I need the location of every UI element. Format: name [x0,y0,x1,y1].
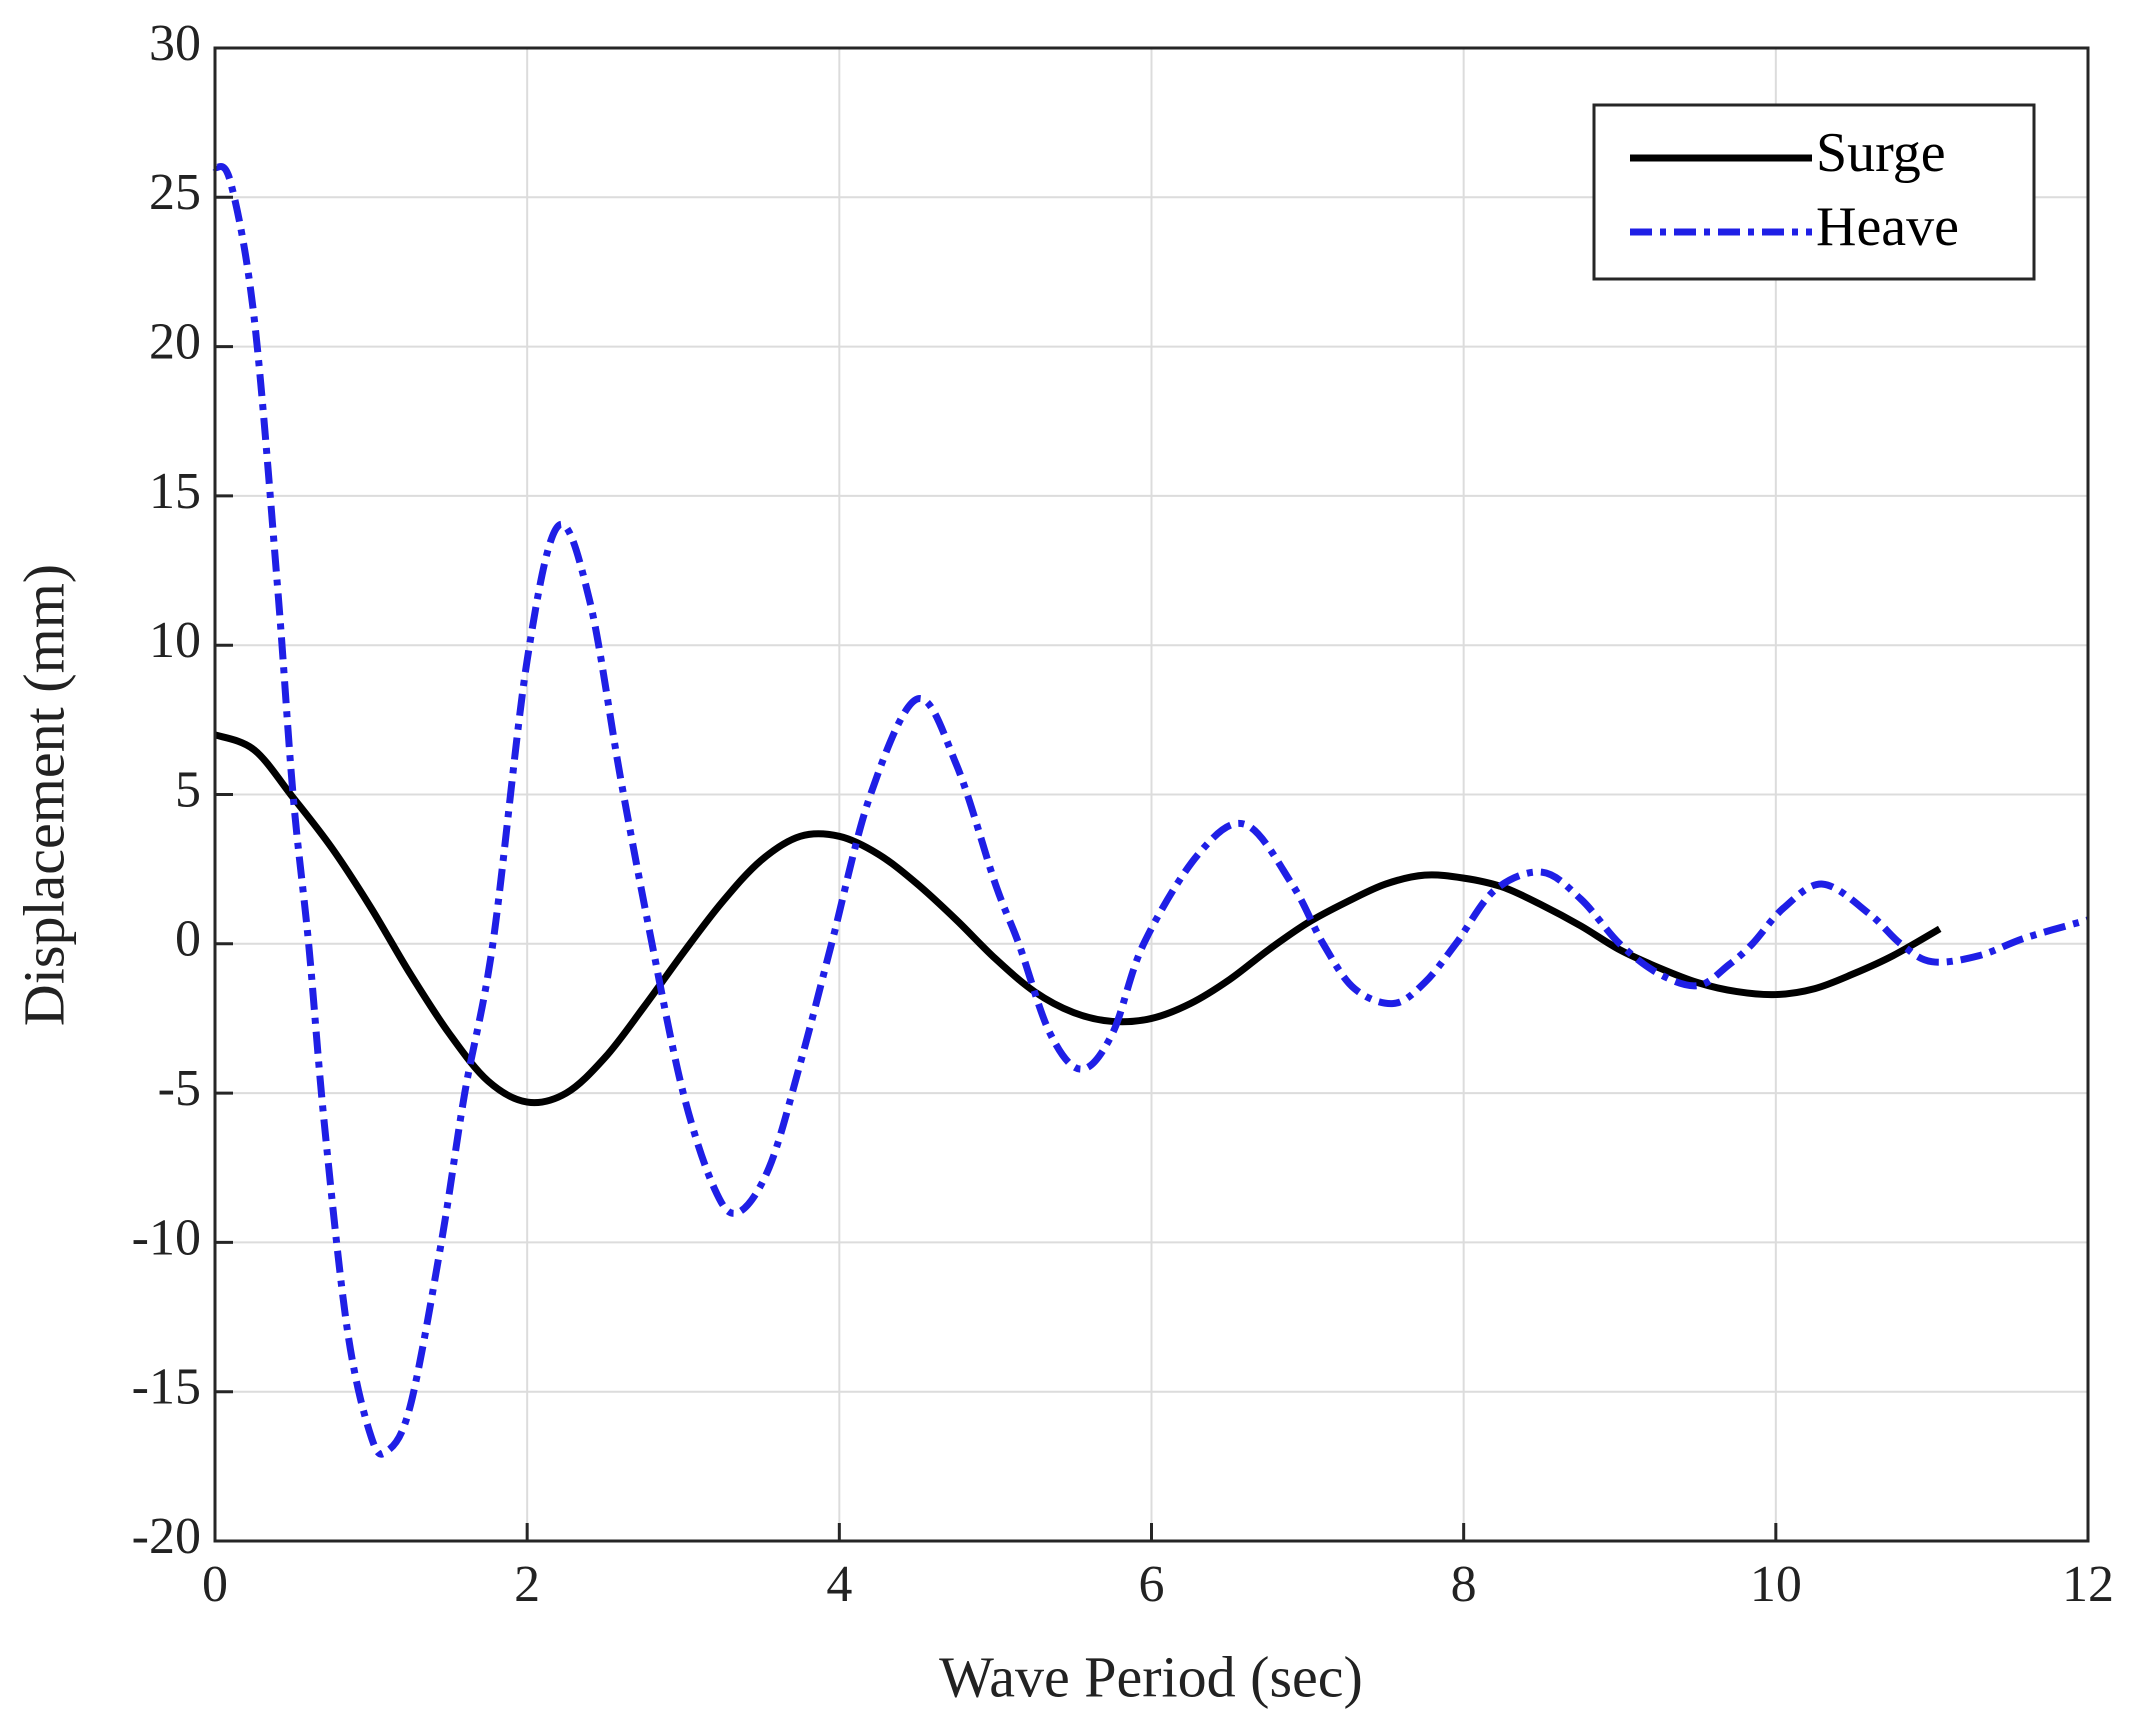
y-tick-label: -10 [132,1209,201,1266]
legend-label: Surge [1816,122,1946,184]
axes-box [213,46,2090,1543]
x-tick-label: 2 [514,1556,540,1613]
y-tick-label: 15 [149,463,201,520]
y-tick-label: -15 [132,1359,201,1416]
x-tick-label: 8 [1451,1556,1477,1613]
y-tick-label: 0 [175,911,201,968]
x-tick-label: 0 [202,1556,228,1613]
y-axis-label: Displacement (mm) [11,564,76,1026]
x-tick-label: 4 [826,1556,852,1613]
legend: Surge Heave [1592,103,2036,281]
y-tick-label: -20 [132,1508,201,1565]
y-tick-label: 5 [175,761,201,818]
x-axis-label: Wave Period (sec) [939,1644,1363,1709]
y-tick-label: 30 [149,15,201,72]
plot-lines [212,163,2089,1458]
y-tick-label: 10 [149,612,201,669]
legend-box [1592,103,2036,281]
x-tick-label: 6 [1139,1556,1165,1613]
legend-label: Heave [1816,196,1959,258]
x-tick-label: 10 [1750,1556,1802,1613]
x-tick-label: 12 [2062,1556,2114,1613]
y-tick-label: 20 [149,314,201,371]
y-tick-label: -5 [158,1060,201,1117]
series-line [212,163,2089,1458]
y-tick-label: 25 [149,164,201,221]
